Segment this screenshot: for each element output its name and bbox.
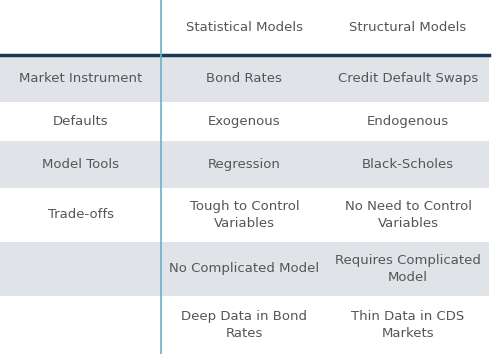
Text: Regression: Regression (208, 158, 281, 171)
Text: Requires Complicated
Model: Requires Complicated Model (335, 254, 481, 284)
Text: Endogenous: Endogenous (367, 115, 449, 128)
Text: No Complicated Model: No Complicated Model (169, 262, 319, 275)
Text: Model Tools: Model Tools (42, 158, 119, 171)
Text: Tough to Control
Variables: Tough to Control Variables (190, 200, 299, 230)
Text: Thin Data in CDS
Markets: Thin Data in CDS Markets (352, 310, 465, 340)
Text: Black-Scholes: Black-Scholes (362, 158, 454, 171)
Text: Deep Data in Bond
Rates: Deep Data in Bond Rates (181, 310, 307, 340)
Text: Credit Default Swaps: Credit Default Swaps (338, 72, 478, 85)
Text: Structural Models: Structural Models (350, 21, 467, 34)
Text: Defaults: Defaults (53, 115, 109, 128)
Text: Trade-offs: Trade-offs (48, 208, 114, 221)
Bar (0, 242, 489, 296)
Bar (0, 141, 489, 188)
Text: Exogenous: Exogenous (208, 115, 281, 128)
Text: Statistical Models: Statistical Models (186, 21, 303, 34)
Bar (0, 55, 489, 102)
Text: No Need to Control
Variables: No Need to Control Variables (345, 200, 472, 230)
Text: Bond Rates: Bond Rates (207, 72, 282, 85)
Text: Market Instrument: Market Instrument (19, 72, 142, 85)
